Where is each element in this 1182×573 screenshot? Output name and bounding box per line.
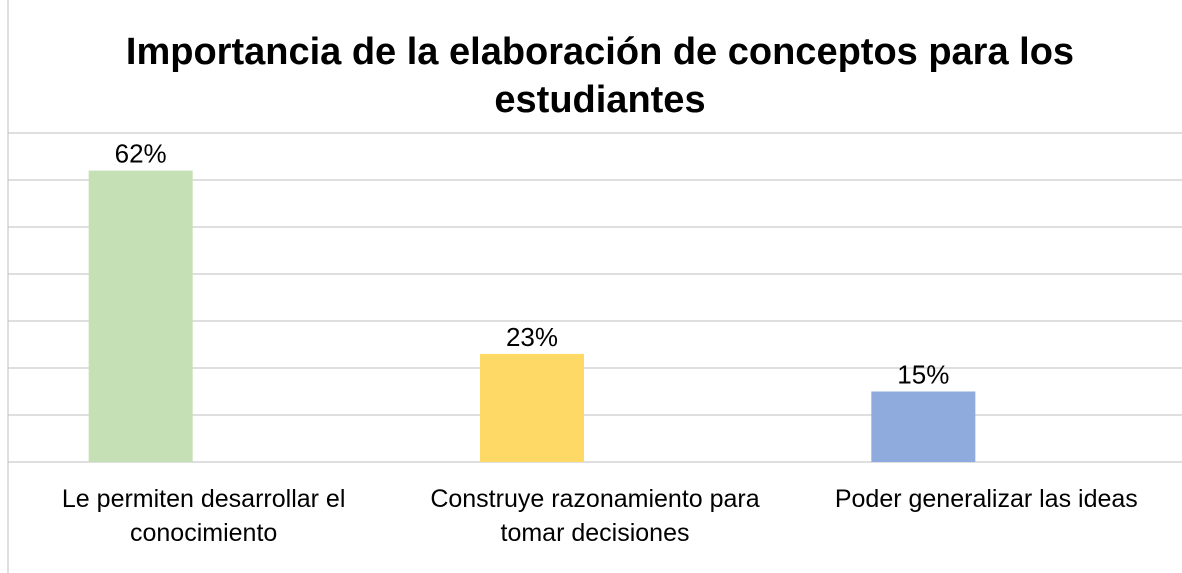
x-tick-label: Le permiten desarrollar el conocimiento	[61, 485, 346, 547]
chart-title: Importancia de la elaboración de concept…	[125, 31, 1075, 121]
data-label: 62%	[115, 139, 167, 169]
x-tick-label: Poder generalizar las ideas	[834, 485, 1138, 513]
bar	[480, 353, 584, 462]
data-label: 23%	[506, 322, 558, 352]
x-tick-label: Construye razonamiento para tomar decisi…	[430, 485, 760, 547]
bar	[871, 391, 976, 462]
data-label: 15%	[897, 360, 949, 390]
bar	[88, 170, 193, 462]
